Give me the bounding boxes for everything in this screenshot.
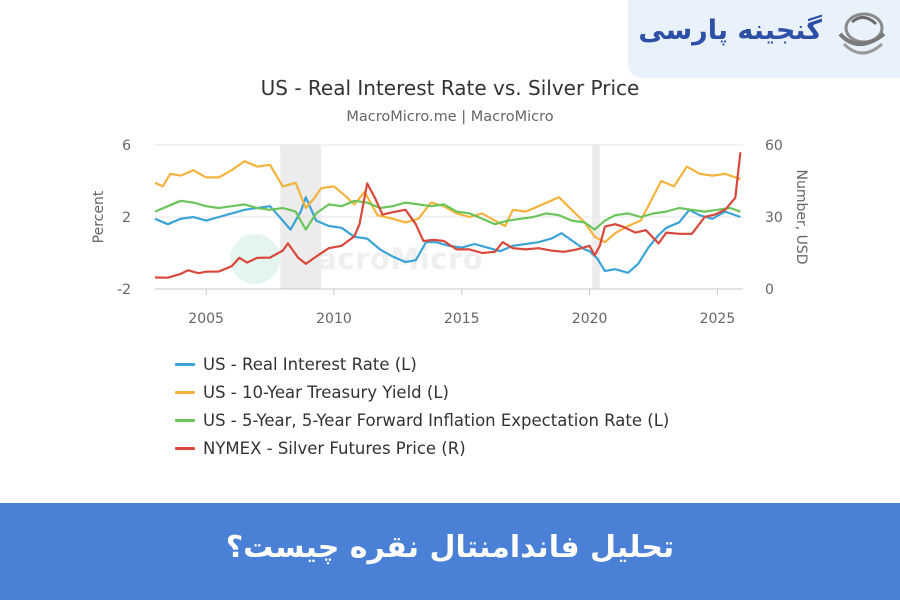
legend-label: US - Real Interest Rate (L) [203, 354, 417, 374]
y-tick-right-label: 30 [765, 210, 783, 226]
chart-subtitle: MacroMicro.me | MacroMicro [346, 109, 554, 125]
legend-swatch [175, 390, 195, 394]
legend-swatch [175, 446, 195, 450]
y-axis-right-title: Number, USD [793, 169, 809, 264]
x-tick-label: 2005 [188, 311, 224, 327]
legend-label: US - 5-Year, 5-Year Forward Inflation Ex… [203, 410, 670, 430]
y-tick-right-label: 0 [765, 282, 774, 298]
series-line-2 [154, 199, 741, 231]
y-tick-left-label: 6 [122, 138, 131, 154]
legend-label: US - 10-Year Treasury Yield (L) [203, 382, 449, 402]
brand-silver-icon [838, 12, 886, 55]
banner-title: تحلیل فاندامنتال نقره چیست؟ [225, 530, 675, 565]
legend-swatch [175, 418, 195, 422]
x-tick-label: 2010 [316, 311, 352, 327]
y-axis-left-title: Percent [91, 190, 107, 243]
legend-item-3[interactable]: NYMEX - Silver Futures Price (R) [175, 434, 669, 462]
y-tick-right-label: 60 [765, 138, 783, 154]
legend-swatch [175, 362, 195, 366]
brand-name: گنجینه پارسی [638, 15, 822, 46]
series-line-0 [154, 196, 741, 274]
legend-label: NYMEX - Silver Futures Price (R) [203, 438, 466, 458]
x-tick-label: 2020 [572, 311, 608, 327]
series-line-1 [154, 160, 741, 244]
x-tick-label: 2015 [444, 311, 480, 327]
chart-legend: US - Real Interest Rate (L) US - 10-Year … [175, 350, 669, 462]
legend-item-0[interactable]: US - Real Interest Rate (L) [175, 350, 669, 378]
legend-item-1[interactable]: US - 10-Year Treasury Yield (L) [175, 378, 669, 406]
y-tick-left-label: -2 [117, 282, 131, 298]
brand-logo-box: گنجینه پارسی [628, 0, 900, 78]
bottom-banner: تحلیل فاندامنتال نقره چیست؟ [0, 503, 900, 600]
y-tick-left-label: 2 [122, 210, 131, 226]
chart-title: US - Real Interest Rate vs. Silver Price [260, 76, 640, 100]
series-line-3 [154, 152, 742, 279]
x-tick-label: 2025 [700, 311, 736, 327]
legend-item-2[interactable]: US - 5-Year, 5-Year Forward Inflation Ex… [175, 406, 669, 434]
